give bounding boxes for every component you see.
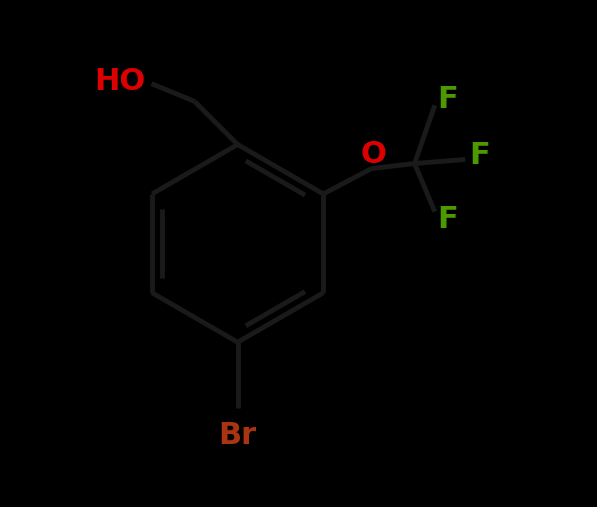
Text: Br: Br <box>219 421 257 450</box>
Text: HO: HO <box>94 66 146 96</box>
Text: F: F <box>469 141 490 170</box>
Text: F: F <box>437 85 458 114</box>
Text: F: F <box>437 205 458 234</box>
Text: O: O <box>360 140 386 169</box>
